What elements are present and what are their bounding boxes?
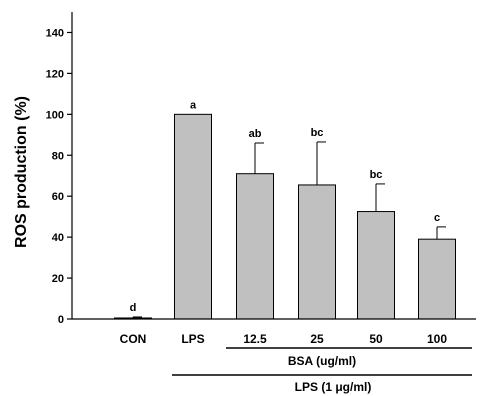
x-tick-label: 100 xyxy=(427,332,447,346)
x-tick-label: CON xyxy=(120,332,147,346)
y-tick-label: 60 xyxy=(52,191,64,203)
significance-label: bc xyxy=(311,127,324,139)
x-tick-label: 25 xyxy=(310,332,324,346)
lps-bracket-label: LPS (1 μg/ml) xyxy=(295,380,372,394)
significance-label: d xyxy=(130,302,137,314)
x-tick-label: 50 xyxy=(369,332,383,346)
bar-50 xyxy=(357,211,395,320)
y-tick-label: 40 xyxy=(52,232,64,244)
bar-100 xyxy=(418,238,456,320)
y-tick-label: 20 xyxy=(52,273,64,285)
x-tick-label: 12.5 xyxy=(243,332,267,346)
significance-label: ab xyxy=(249,128,262,140)
y-tick-label: 120 xyxy=(46,68,64,80)
significance-label: bc xyxy=(370,169,383,181)
x-tick-labels-group: CON LPS 12.5 25 50 100 xyxy=(120,332,448,346)
x-tick-label: LPS xyxy=(181,332,204,346)
y-tick-label: 80 xyxy=(52,150,64,162)
bar-25 xyxy=(298,184,336,320)
bar-LPS xyxy=(174,113,212,320)
y-tick-label: 140 xyxy=(46,27,64,39)
y-tick-label: 0 xyxy=(58,314,64,326)
bar-12.5 xyxy=(236,173,274,320)
significance-label: c xyxy=(434,212,440,224)
bars-group xyxy=(114,113,456,320)
y-tick-label: 100 xyxy=(46,109,64,121)
y-axis-ticks: 0 20 40 60 80 100 120 140 xyxy=(46,27,72,326)
significance-labels-group: d a ab bc bc c xyxy=(130,99,440,314)
error-bars-group xyxy=(132,141,446,318)
significance-label: a xyxy=(190,99,197,111)
y-axis-title: ROS production (%) xyxy=(13,96,30,248)
bsa-bracket-label: BSA (ug/ml) xyxy=(288,354,356,368)
